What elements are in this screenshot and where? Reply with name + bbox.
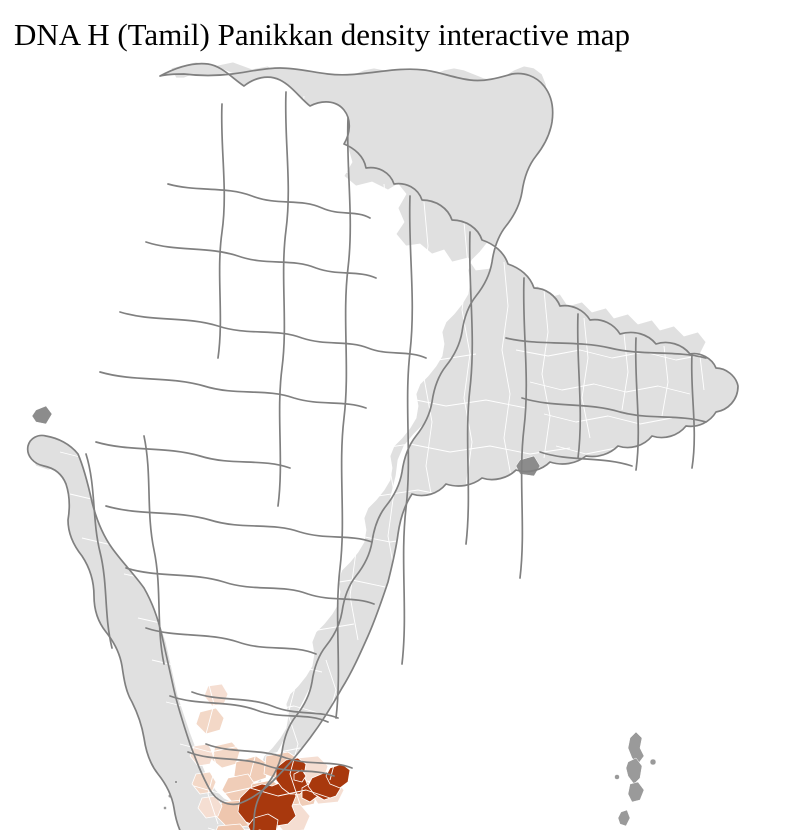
- andaman-nicobar-islands[interactable]: [614, 731, 659, 830]
- south-andaman-island[interactable]: [627, 781, 645, 803]
- lakshadweep-islet-3[interactable]: [174, 780, 178, 784]
- district-low-15[interactable]: [195, 707, 225, 735]
- map-canvas[interactable]: [0, 56, 787, 830]
- india-choropleth-map[interactable]: [0, 56, 787, 830]
- lakshadweep-islet-2[interactable]: [163, 806, 167, 810]
- district-high-pudukkottai[interactable]: [247, 813, 279, 830]
- district-low-12[interactable]: [212, 823, 250, 830]
- map-layer-districts: [27, 61, 739, 830]
- middle-andaman-island[interactable]: [625, 757, 643, 785]
- little-andaman-island[interactable]: [617, 809, 631, 827]
- gujarat-west-islet[interactable]: [31, 405, 53, 425]
- andaman-islet-b[interactable]: [614, 774, 620, 780]
- andaman-islet-a[interactable]: [649, 758, 657, 766]
- north-andaman-island[interactable]: [627, 731, 645, 765]
- map-layer-district-borders: [59, 89, 709, 830]
- map-layer-state-borders: [26, 62, 739, 830]
- page-title: DNA H (Tamil) Panikkan density interacti…: [14, 17, 630, 52]
- district-low-18[interactable]: [197, 795, 223, 819]
